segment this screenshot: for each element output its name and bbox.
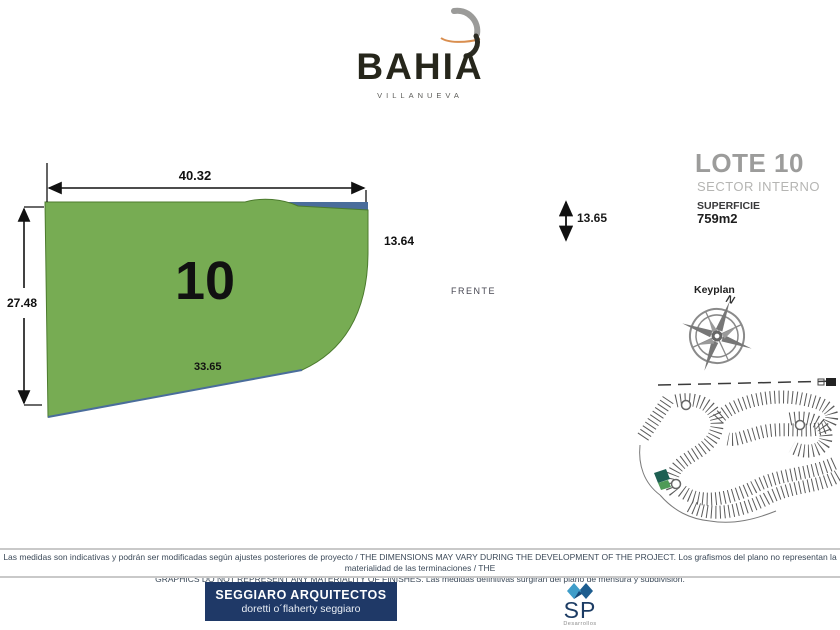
architects-partners: doretti o´flaherty seggiaro	[241, 603, 361, 615]
compass-rose-icon	[679, 298, 755, 374]
lot-number: 10	[174, 251, 236, 311]
front-dimension-value: 13.65	[577, 211, 608, 225]
footer-divider-top	[0, 548, 840, 550]
highlighted-lot	[654, 469, 670, 483]
dimension-top-value: 40.32	[178, 168, 212, 183]
brand-crescent-icon	[428, 4, 492, 62]
dimension-left-value: 27.48	[0, 296, 44, 310]
architects-badge: SEGGIARO ARQUITECTOS doretti o´flaherty …	[205, 582, 397, 621]
brand-name: BAHIA	[356, 46, 484, 87]
keyplan-map	[630, 375, 840, 525]
developer-m-icon	[550, 582, 610, 599]
dimension-bottom-value: 33.65	[194, 361, 222, 373]
surface-label: SUPERFICIE	[697, 200, 761, 212]
brand-subtitle: VILLANUEVA	[377, 91, 463, 100]
front-label: FRENTE	[451, 286, 496, 296]
disclaimer-text: Las medidas son indicativas y podrán ser…	[0, 552, 840, 585]
architects-name: SEGGIARO ARQUITECTOS	[215, 588, 387, 602]
disclaimer-line-2: GRAPHICS DO NOT REPRESENT ANY MATERIALIT…	[155, 574, 685, 584]
surface-value: 759m2	[697, 211, 738, 226]
lot-title: LOTE 10	[695, 148, 804, 178]
developer-logo: SP Desarrollos	[550, 582, 610, 627]
disclaimer-line-1: Las medidas son indicativas y podrán ser…	[3, 552, 837, 573]
developer-label: Desarrollos	[563, 621, 597, 627]
footer-divider-bottom	[0, 576, 840, 578]
lot-parcel-shape	[44, 198, 369, 418]
dimension-right-value: 13.64	[384, 234, 415, 248]
keyplan-label: Keyplan	[694, 284, 735, 296]
developer-initials: SP	[563, 597, 597, 623]
lot-bottom-edge	[47, 369, 303, 418]
lot-drawing	[0, 140, 620, 440]
sector-label: SECTOR INTERNO	[697, 179, 821, 194]
